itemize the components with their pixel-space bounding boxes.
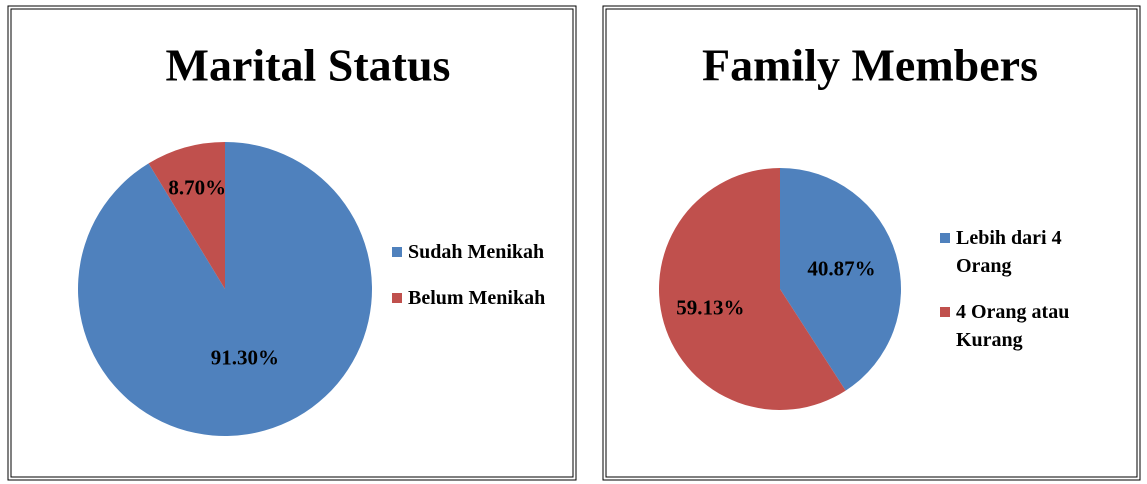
- legend-label: Sudah Menikah: [408, 241, 545, 263]
- legend: Lebih dari 4 Orang 4 Orang atau Kurang: [940, 224, 1075, 372]
- pie-slice: [780, 168, 901, 391]
- chart-title: Family Members: [702, 40, 1038, 91]
- legend-label: Belum Menikah: [408, 287, 546, 309]
- data-label: 91.30%: [211, 346, 279, 370]
- legend-item: Lebih dari 4 Orang: [940, 224, 1075, 280]
- legend-swatch: [940, 233, 950, 243]
- data-label: 40.87%: [807, 257, 875, 281]
- chart-title: Marital Status: [166, 40, 451, 91]
- legend-item: Belum Menikah: [392, 284, 592, 312]
- panel-border: [7, 5, 577, 481]
- legend-label: Lebih dari 4 Orang: [956, 227, 1062, 277]
- pie-slice: [658, 168, 846, 411]
- legend-item: 4 Orang atau Kurang: [940, 298, 1075, 354]
- data-label: 8.70%: [168, 176, 226, 200]
- pie-slice: [148, 142, 225, 289]
- panel-border: [10, 8, 574, 478]
- data-label: 59.13%: [676, 295, 744, 319]
- legend: Sudah Menikah Belum Menikah: [392, 238, 592, 330]
- legend-swatch: [392, 293, 402, 303]
- legend-swatch: [940, 307, 950, 317]
- panel-border: [602, 5, 1141, 481]
- legend-item: Sudah Menikah: [392, 238, 592, 266]
- legend-swatch: [392, 247, 402, 257]
- legend-label: 4 Orang atau Kurang: [956, 301, 1070, 351]
- panel-border: [605, 8, 1138, 478]
